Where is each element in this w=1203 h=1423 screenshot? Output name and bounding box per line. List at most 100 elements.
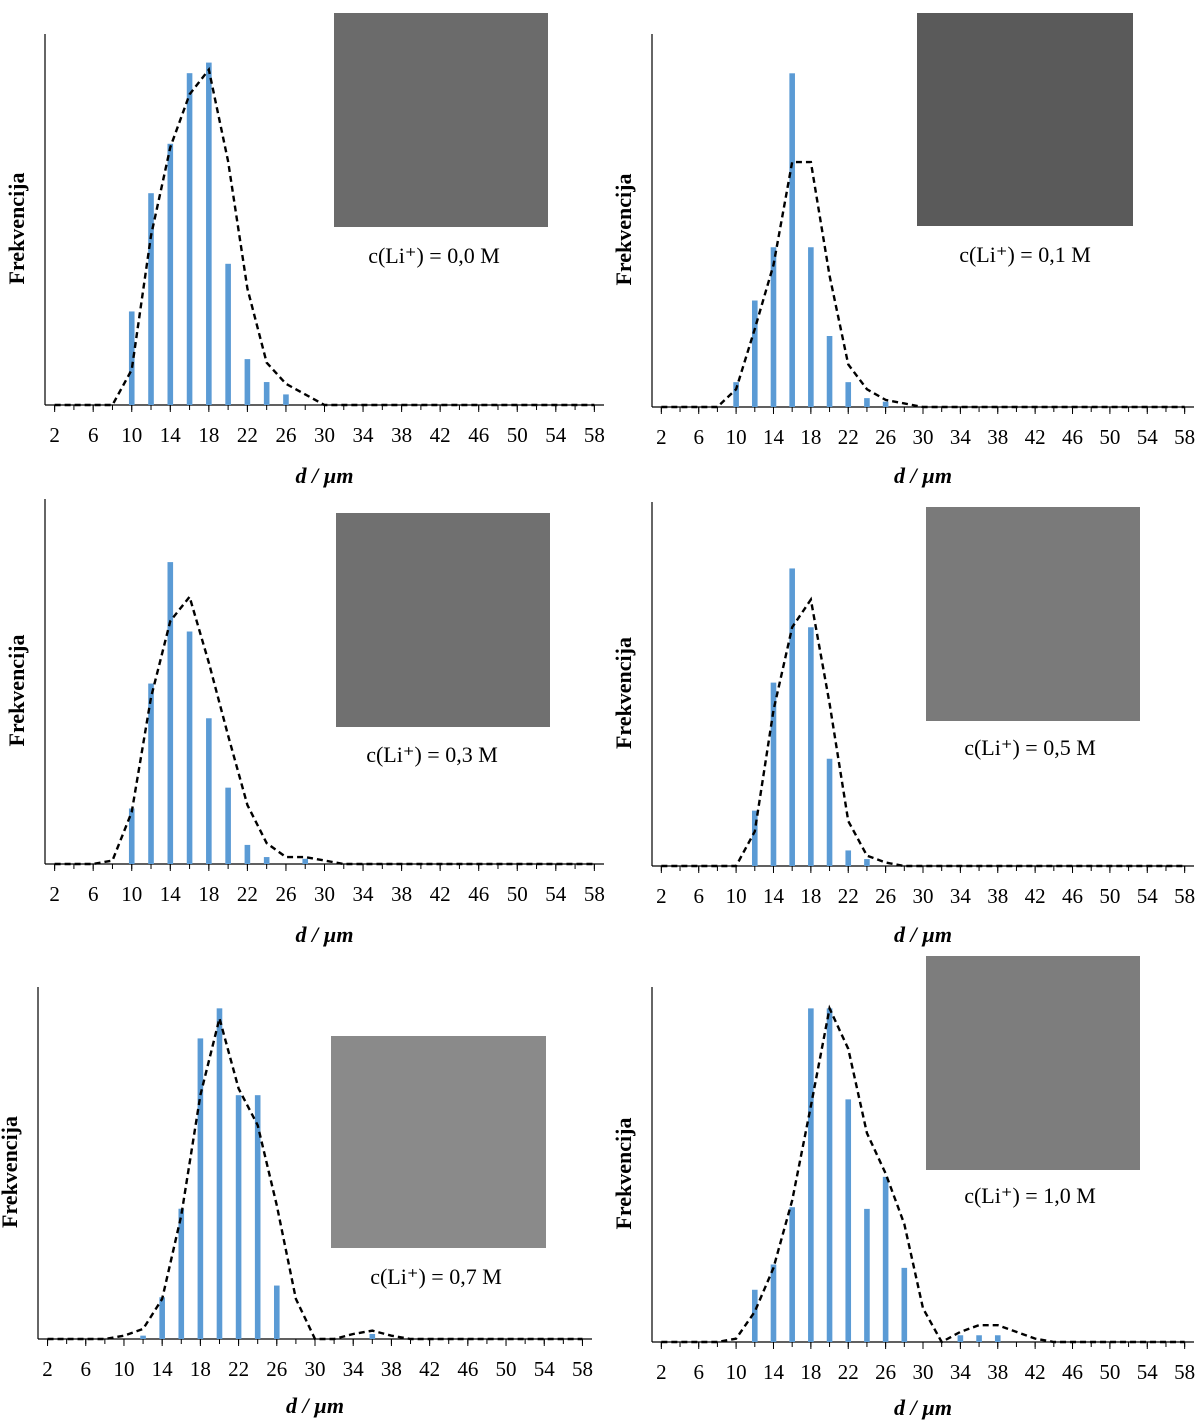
x-tick-label: 26	[266, 1357, 287, 1381]
x-tick-label: 46	[1062, 1360, 1083, 1384]
x-tick-label: 58	[584, 882, 605, 906]
bar	[178, 1208, 185, 1339]
x-tick-label: 34	[950, 884, 972, 908]
x-tick-label: 38	[987, 884, 1008, 908]
bar	[167, 562, 174, 864]
bar	[864, 1208, 870, 1342]
bar	[235, 1095, 242, 1339]
x-tick-label: 30	[913, 1360, 934, 1384]
bar	[789, 568, 795, 866]
x-tick-label: 58	[1174, 1360, 1195, 1384]
x-tick-label: 42	[430, 423, 451, 447]
x-tick-label: 30	[913, 884, 934, 908]
annotation: c(Li⁺) = 0,1 M	[959, 242, 1091, 267]
x-tick-label: 2	[656, 425, 667, 449]
x-tick-label: 10	[121, 882, 142, 906]
x-tick-label: 22	[237, 882, 258, 906]
x-tick-label: 18	[800, 1360, 821, 1384]
x-axis-title: d / µm	[894, 1395, 952, 1420]
bar	[186, 631, 193, 864]
bar	[225, 787, 231, 864]
x-tick-label: 58	[1174, 884, 1195, 908]
sem-image	[926, 507, 1140, 721]
smoothed-line	[54, 66, 595, 407]
bar	[901, 1267, 908, 1342]
bar	[206, 62, 212, 406]
annotation: c(Li⁺) = 0,0 M	[368, 243, 500, 268]
x-tick-label: 42	[1025, 425, 1046, 449]
x-tick-label: 46	[457, 1357, 478, 1381]
bar	[770, 682, 777, 866]
x-tick-label: 18	[198, 423, 219, 447]
bar	[283, 394, 289, 405]
x-tick-label: 6	[88, 423, 99, 447]
bar	[244, 359, 251, 405]
x-tick-label: 42	[419, 1357, 440, 1381]
sem-image	[334, 13, 548, 227]
annotation: c(Li⁺) = 0,5 M	[964, 735, 1096, 760]
x-tick-label: 30	[314, 882, 335, 906]
x-tick-label: 2	[42, 1357, 53, 1381]
x-tick-label: 22	[838, 1360, 859, 1384]
x-tick-label: 54	[534, 1357, 556, 1381]
x-tick-label: 58	[1174, 425, 1195, 449]
bar	[826, 1008, 833, 1342]
bar	[882, 401, 889, 407]
x-axis-title: d / µm	[286, 1393, 344, 1418]
x-tick-label: 54	[1137, 884, 1159, 908]
x-axis-title: d / µm	[296, 463, 354, 488]
x-tick-label: 38	[391, 423, 412, 447]
sem-image	[926, 956, 1140, 1170]
x-tick-label: 34	[353, 423, 375, 447]
x-tick-label: 50	[1099, 425, 1120, 449]
bar	[128, 311, 135, 405]
bar	[994, 1335, 1001, 1342]
x-tick-label: 2	[49, 882, 60, 906]
smoothed-line	[47, 1013, 583, 1341]
x-tick-label: 34	[950, 1360, 972, 1384]
x-tick-label: 2	[49, 423, 60, 447]
bar	[369, 1333, 376, 1339]
x-tick-label: 22	[237, 423, 258, 447]
bar	[864, 859, 870, 866]
bar	[159, 1297, 165, 1339]
bar	[140, 1335, 146, 1339]
x-tick-label: 50	[496, 1357, 517, 1381]
x-tick-label: 54	[1137, 425, 1159, 449]
x-tick-label: 58	[584, 423, 605, 447]
x-tick-label: 18	[800, 425, 821, 449]
x-tick-label: 10	[726, 884, 747, 908]
bar	[770, 247, 777, 407]
x-tick-label: 14	[160, 423, 182, 447]
x-tick-label: 54	[1137, 1360, 1159, 1384]
x-tick-label: 14	[763, 425, 785, 449]
bar	[845, 1099, 852, 1342]
x-tick-label: 6	[693, 425, 704, 449]
bar	[273, 1285, 280, 1339]
x-tick-label: 26	[275, 423, 296, 447]
x-tick-label: 30	[305, 1357, 326, 1381]
bar	[244, 844, 251, 864]
x-tick-label: 26	[875, 425, 896, 449]
x-tick-label: 34	[950, 425, 972, 449]
bar	[808, 1008, 814, 1342]
sem-image	[336, 513, 550, 727]
bar	[826, 336, 833, 407]
x-tick-label: 14	[763, 884, 785, 908]
bar	[263, 857, 270, 864]
bar	[808, 627, 814, 866]
x-tick-label: 38	[381, 1357, 402, 1381]
x-tick-label: 50	[1099, 884, 1120, 908]
x-tick-label: 58	[572, 1357, 593, 1381]
x-tick-label: 14	[152, 1357, 174, 1381]
bar	[845, 850, 852, 866]
x-tick-label: 18	[190, 1357, 211, 1381]
bar	[751, 810, 758, 866]
x-tick-label: 18	[198, 882, 219, 906]
x-tick-label: 38	[987, 1360, 1008, 1384]
bar	[128, 808, 135, 864]
y-axis-title: Frekvencija	[0, 1116, 22, 1228]
bar	[148, 683, 154, 864]
x-tick-label: 30	[314, 423, 335, 447]
